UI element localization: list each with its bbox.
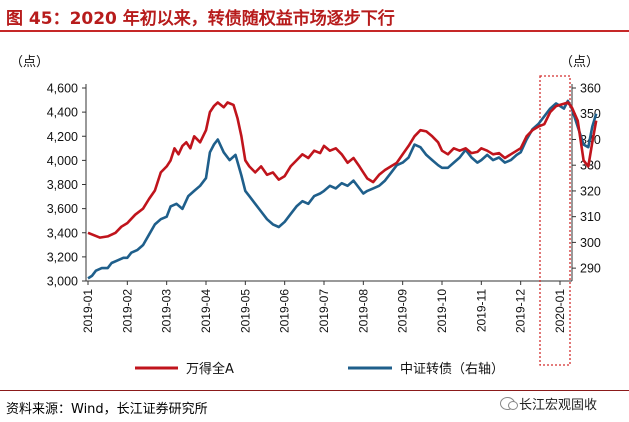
left-tick-label: 3,400: [47, 226, 78, 240]
line-chart: （点） （点） 3,000 3,200 3,400 3,600 3,800 4,000 4,…: [10, 55, 601, 377]
brand-label: 长江宏观固收: [519, 398, 598, 413]
series-lines: [87, 99, 598, 280]
right-tick-label: 320: [580, 184, 601, 198]
right-tick-label: 360: [580, 82, 601, 96]
brand-mark: 长江宏观固收: [500, 394, 597, 413]
x-tick-label: 2019-03: [160, 289, 174, 333]
x-tick-label: 2019-06: [278, 289, 292, 333]
highlight-box-group: [539, 75, 571, 366]
left-tick-label: 4,000: [47, 154, 78, 168]
x-tick-label: 2019-09: [396, 289, 410, 333]
x-tick-label: 2019-07: [317, 289, 331, 333]
x-tick-label: 2020-01: [553, 289, 567, 333]
legend-label-1: 中证转债（右轴）: [400, 362, 504, 377]
x-tick-label: 2019-04: [199, 289, 213, 333]
left-tick-label: 3,200: [47, 250, 78, 264]
title-rule: [0, 30, 629, 32]
x-tick-label: 2019-10: [435, 289, 449, 333]
x-tick-label: 2019-08: [356, 289, 370, 333]
left-tick-label: 3,600: [47, 202, 78, 216]
axes-group: 3,000 3,200 3,400 3,600 3,800 4,000 4,200 4,400…: [47, 82, 601, 334]
right-axis-unit: （点）: [560, 55, 599, 70]
legend: 万得全A 中证转债（右轴）: [135, 361, 504, 377]
figure-title: 图 45：2020 年初以来，转债随权益市场逐步下行: [6, 9, 395, 29]
series-line-0: [87, 101, 598, 239]
x-tick-label: 2019-12: [514, 289, 528, 333]
left-tick-label: 4,600: [47, 82, 78, 96]
right-tick-label: 310: [580, 210, 601, 224]
x-tick-label: 2019-01: [81, 289, 95, 333]
right-tick-label: 300: [580, 236, 601, 250]
right-tick-label: 290: [580, 262, 601, 276]
left-tick-label: 4,400: [47, 106, 78, 120]
legend-label-0: 万得全A: [186, 361, 234, 377]
x-tick-label: 2019-11: [474, 289, 488, 332]
left-axis-unit: （点）: [10, 55, 49, 70]
highlight-box: [539, 75, 571, 366]
wechat-icon: [500, 397, 518, 410]
source-note: 资料来源：Wind，长江证券研究所: [6, 402, 208, 417]
footer-rule: [0, 390, 629, 391]
x-tick-label: 2019-02: [120, 289, 134, 333]
left-tick-label: 4,200: [47, 130, 78, 144]
x-tick-label: 2019-05: [238, 289, 252, 333]
right-tick-label: 350: [580, 107, 601, 121]
left-tick-label: 3,800: [47, 178, 78, 192]
left-tick-label: 3,000: [47, 275, 78, 289]
series-line-1: [87, 99, 598, 280]
